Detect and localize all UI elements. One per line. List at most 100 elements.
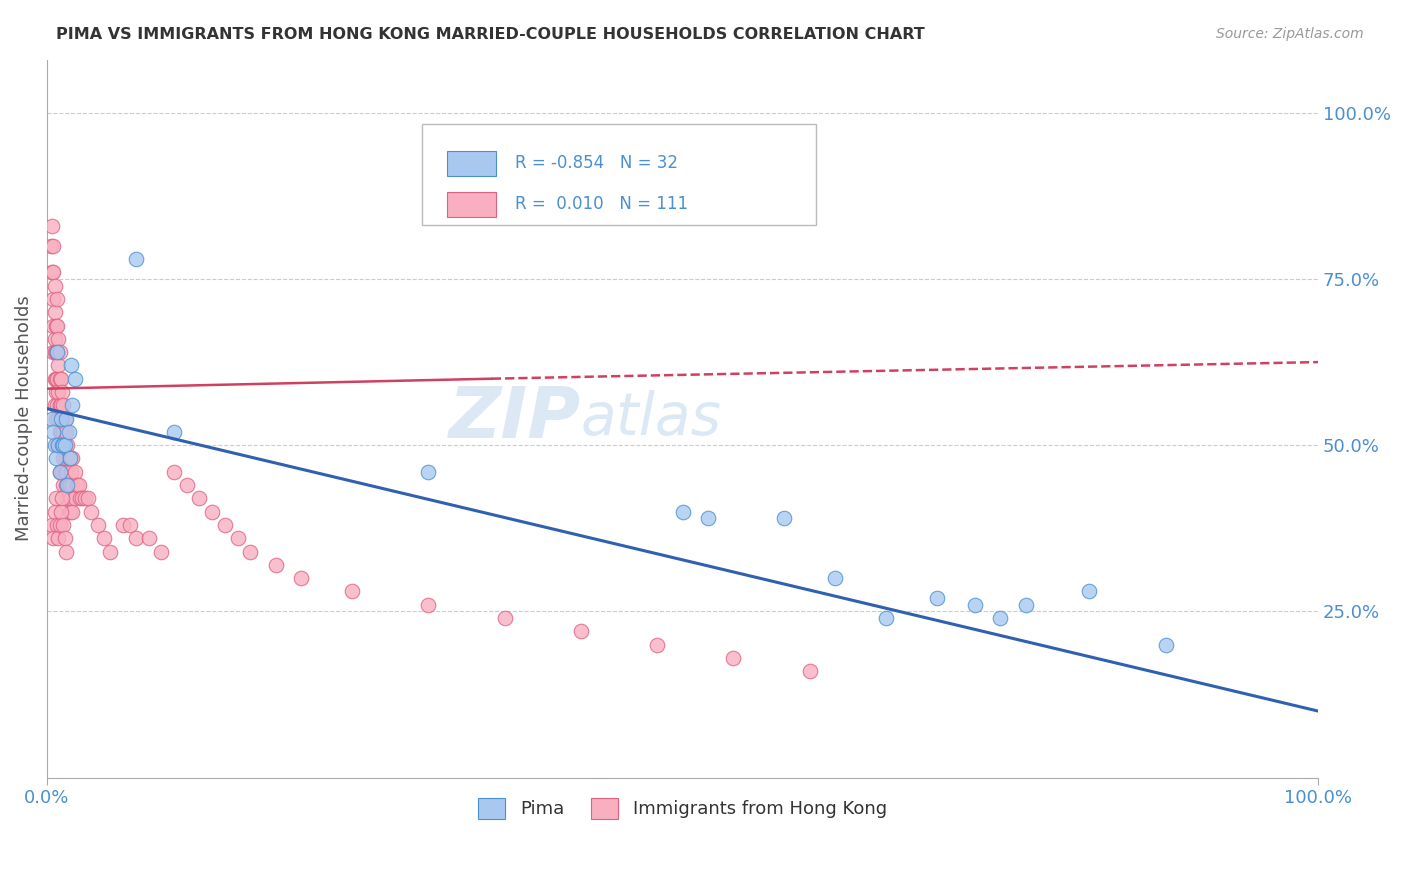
Point	[569, 624, 592, 639]
Point	[59, 478, 82, 492]
Point	[201, 505, 224, 519]
Point	[48, 465, 70, 479]
Point	[52, 438, 75, 452]
Point	[1154, 638, 1177, 652]
Point	[799, 664, 821, 678]
Point	[48, 518, 70, 533]
Point	[52, 451, 75, 466]
Point	[290, 571, 312, 585]
Point	[58, 478, 80, 492]
Point	[60, 478, 83, 492]
Point	[163, 465, 186, 479]
Point	[53, 438, 76, 452]
Text: R =  0.010   N = 111: R = 0.010 N = 111	[515, 195, 688, 213]
Point	[73, 491, 96, 506]
Point	[875, 611, 897, 625]
Point	[418, 465, 440, 479]
Point	[66, 478, 89, 492]
Point	[112, 518, 135, 533]
Point	[53, 438, 76, 452]
Point	[42, 265, 65, 279]
Point	[264, 558, 287, 572]
Point	[44, 438, 66, 452]
FancyBboxPatch shape	[422, 124, 815, 225]
FancyBboxPatch shape	[447, 192, 496, 217]
Point	[645, 638, 668, 652]
Point	[125, 531, 148, 545]
Point	[49, 411, 72, 425]
Point	[46, 398, 69, 412]
Point	[51, 465, 73, 479]
Point	[49, 398, 72, 412]
Point	[176, 478, 198, 492]
Point	[72, 491, 94, 506]
Point	[824, 571, 846, 585]
Point	[41, 219, 63, 233]
Point	[49, 372, 72, 386]
Point	[44, 332, 66, 346]
Point	[44, 372, 66, 386]
Point	[60, 505, 83, 519]
Point	[56, 491, 79, 506]
Point	[39, 238, 62, 252]
Point	[46, 411, 69, 425]
Point	[418, 598, 440, 612]
Point	[56, 438, 79, 452]
Point	[214, 518, 236, 533]
Point	[60, 451, 83, 466]
Point	[55, 451, 77, 466]
Point	[1015, 598, 1038, 612]
Text: atlas: atlas	[581, 390, 721, 447]
Point	[188, 491, 211, 506]
Point	[340, 584, 363, 599]
Point	[163, 425, 186, 439]
Point	[46, 438, 69, 452]
Point	[46, 318, 69, 333]
Point	[53, 531, 76, 545]
Point	[51, 491, 73, 506]
Point	[55, 425, 77, 439]
Point	[52, 425, 75, 439]
Point	[925, 591, 948, 605]
Point	[45, 411, 67, 425]
Point	[41, 518, 63, 533]
Point	[49, 425, 72, 439]
Point	[87, 518, 110, 533]
Point	[42, 318, 65, 333]
Point	[46, 518, 69, 533]
Point	[48, 345, 70, 359]
Point	[55, 544, 77, 558]
Point	[80, 505, 103, 519]
Point	[494, 611, 516, 625]
Point	[44, 505, 66, 519]
Point	[52, 478, 75, 492]
Point	[44, 345, 66, 359]
Point	[42, 425, 65, 439]
Point	[58, 451, 80, 466]
Point	[125, 252, 148, 266]
Point	[63, 465, 86, 479]
Text: PIMA VS IMMIGRANTS FROM HONG KONG MARRIED-COUPLE HOUSEHOLDS CORRELATION CHART: PIMA VS IMMIGRANTS FROM HONG KONG MARRIE…	[56, 27, 925, 42]
Point	[671, 505, 693, 519]
Point	[48, 438, 70, 452]
Point	[49, 505, 72, 519]
Point	[93, 531, 115, 545]
Point	[63, 372, 86, 386]
Point	[45, 451, 67, 466]
Point	[45, 345, 67, 359]
Point	[59, 451, 82, 466]
Point	[697, 511, 720, 525]
Text: R = -0.854   N = 32: R = -0.854 N = 32	[515, 154, 678, 172]
Point	[138, 531, 160, 545]
Text: Source: ZipAtlas.com: Source: ZipAtlas.com	[1216, 27, 1364, 41]
Point	[60, 398, 83, 412]
Point	[46, 438, 69, 452]
Point	[118, 518, 141, 533]
Point	[60, 359, 83, 373]
Point	[60, 491, 83, 506]
Point	[45, 318, 67, 333]
Point	[45, 384, 67, 399]
Y-axis label: Married-couple Households: Married-couple Households	[15, 296, 32, 541]
Point	[46, 345, 69, 359]
Point	[53, 411, 76, 425]
